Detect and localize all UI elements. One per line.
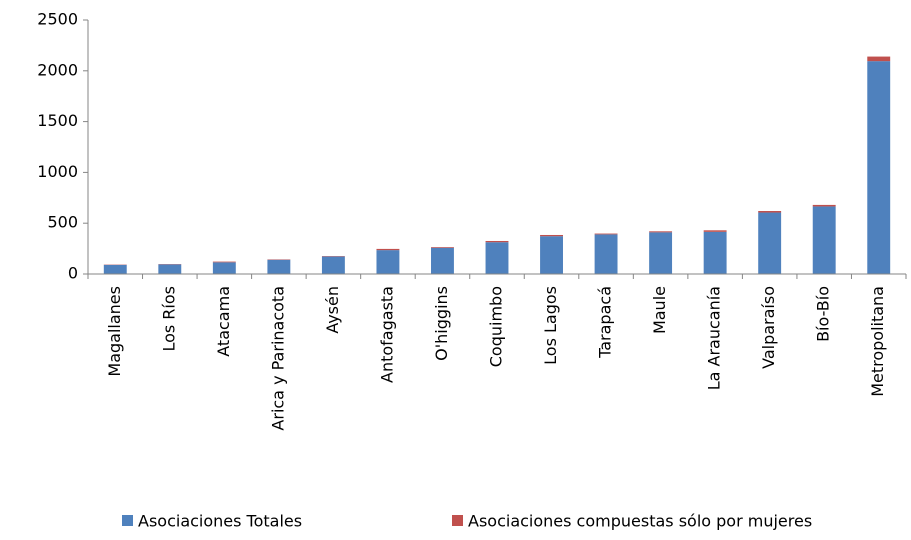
bar-segment [649, 231, 673, 233]
legend-swatch [122, 515, 133, 526]
legend-swatch [452, 515, 463, 526]
y-tick-label: 500 [47, 213, 78, 232]
y-tick-label: 1000 [37, 162, 78, 181]
bar-segment [812, 204, 836, 207]
x-tick-label: Los Lagos [541, 286, 560, 365]
bar-segment [267, 259, 291, 274]
bar-segment [758, 211, 782, 213]
bar-segment [431, 247, 454, 274]
x-tick-label: Maule [650, 286, 669, 334]
bar-segment [376, 250, 400, 274]
bar-segment [758, 212, 782, 274]
bar-segment [212, 261, 236, 263]
x-tick-label: Atacama [214, 286, 233, 357]
x-tick-label: Metropolitana [868, 286, 887, 397]
bar-segment [158, 264, 182, 274]
bar-segment [540, 234, 563, 237]
bar-segment [703, 230, 727, 232]
legend-label: Asociaciones compuestas sólo por mujeres [468, 512, 812, 531]
bar-segment [212, 262, 236, 274]
y-tick-label: 1500 [37, 111, 78, 130]
bar-segment [103, 264, 127, 274]
y-tick-label: 0 [68, 264, 78, 283]
bar-segment [649, 232, 673, 274]
y-tick-label: 2000 [37, 60, 78, 79]
bar-segment [867, 56, 891, 62]
y-tick-label: 2500 [37, 10, 78, 29]
bar-segment [376, 248, 400, 251]
bar-segment [431, 247, 454, 248]
x-tick-label: Arica y Parinacota [268, 286, 287, 431]
x-tick-label: Tarapacá [596, 286, 615, 359]
bar-segment [594, 234, 618, 274]
legend-label: Asociaciones Totales [138, 512, 302, 531]
x-tick-label: La Araucanía [705, 286, 724, 390]
x-tick-label: Antofagasta [377, 286, 396, 383]
bar-segment [594, 233, 618, 235]
x-tick-label: Valparaíso [759, 286, 778, 369]
x-tick-label: Bío-Bío [814, 286, 833, 342]
bar-segment [485, 242, 509, 274]
bar-segment [812, 206, 836, 274]
x-tick-label: Aysén [323, 286, 342, 334]
bar-segment [321, 256, 345, 274]
bar-segment [485, 240, 509, 243]
bar-segment [540, 236, 563, 274]
bar-segment [867, 61, 891, 275]
bar-segment [703, 231, 727, 274]
x-tick-label: O'higgins [432, 286, 451, 361]
x-tick-label: Los Ríos [159, 286, 178, 352]
x-tick-label: Magallanes [105, 286, 124, 377]
x-tick-label: Coquimbo [487, 286, 506, 367]
